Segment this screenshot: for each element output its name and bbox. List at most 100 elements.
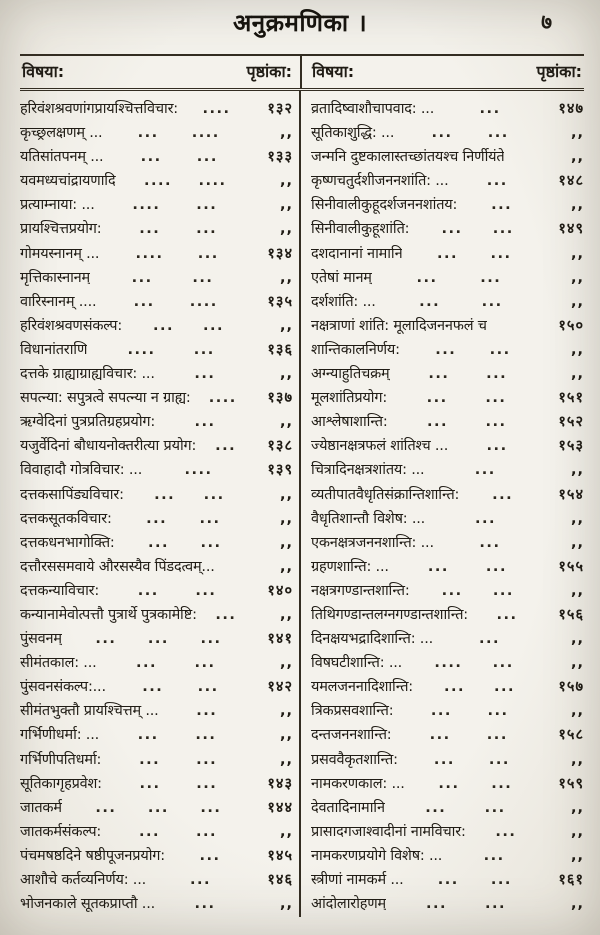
toc-entry: जन्मनि दुष्टकालास्तच्छांतयश्च निर्णीयंते… [311,146,584,170]
entry-title: जन्मनि दुष्टकालास्तच्छांतयश्च निर्णीयंते [311,149,505,166]
entry-title: भोजनकाले सूतकप्राप्तौ ... [20,896,156,913]
toc-entry: दत्तके ग्राह्याग्राह्यविचार: ......,, [20,363,293,387]
entry-page-number: ,, [279,414,293,431]
toc-entry: नक्षत्राणां शांति: मूलादिजननफलं च १५० [311,315,584,339]
leader-dots: ...... [433,751,510,768]
toc-entry: दिनक्षयभद्रादिशान्ति: ......,, [311,628,584,652]
entry-page-number: ,, [279,558,293,575]
entry-title: सिनीवालीकुहूशांति: [311,221,410,238]
entry-page-number: १४२ [267,679,293,696]
entry-page-number: ,, [279,197,293,214]
entry-page-number: ,, [570,823,584,840]
toc-entry: विषघटीशान्ति: ..........,, [311,652,584,676]
toc-header-right: विषया: पृष्ठांका: [302,56,584,88]
toc-entry: आशौचे कर्तव्यनिर्णय: ...... १४६ [20,869,293,893]
leader-dots: ...... [436,245,512,262]
entry-title: सूतिकागृहप्रवेश: [20,775,102,792]
leader-dots: ...... [431,125,509,142]
entry-title: दत्तौरससमवाये औरसस्यैव पिंडदत्वम्... [20,558,215,575]
leader-dots: ... [196,703,218,720]
leader-dots: ... [491,197,513,214]
entry-title: मूलशांतिप्रयोग: [311,390,388,407]
entry-title: गर्भिणीपतिधर्मा: [20,751,102,768]
toc-entry: त्रिकप्रसवशान्ति:......,, [311,700,584,724]
entry-title: विधानांतराणि [20,341,88,358]
leader-dots: ... [496,606,518,623]
toc-header-row: विषया: पृष्ठांका: विषया: पृष्ठांका: [20,54,584,91]
entry-title: नक्षत्रगण्डान्तशान्ति: [311,582,410,599]
toc-entry: प्रायश्चित्तप्रयोग:......,, [20,218,293,242]
entry-page-number: १५९ [558,775,584,792]
entry-title: पुंसवनसंकल्प:... [20,679,106,696]
entry-title: स्त्रीणां नामकर्म ... [311,872,404,888]
entry-page-number: ,, [279,727,293,744]
toc-entry: गर्भिणीपतिधर्मा:......,, [20,749,293,773]
entry-page-number: ,, [570,799,584,816]
entry-page-number: १५१ [558,390,584,407]
entry-title: प्रसववैकृतशान्ति: [311,751,398,768]
entry-title: दिनक्षयभद्रादिशान्ति: ... [311,631,434,648]
leader-dots: ...... [437,872,512,888]
entry-page-number: ,, [279,486,293,503]
entry-title: विवाहादौ गोत्रविचार: ... [20,462,143,479]
entry-page-number: ,, [570,293,584,310]
leader-dots: ...... [427,558,507,575]
entry-title: दशदानानां नामानि [311,245,403,262]
entry-title: हरिवंशश्रवणांगप्रायश्चित्तविचार: [20,101,178,117]
entry-page-number: ,, [279,510,293,527]
leader-dots: ... [474,462,496,479]
toc-body: हरिवंशश्रवणांगप्रायश्चित्तविचार:.... १३२ क… [20,91,584,918]
leader-dots: ... [475,510,497,527]
entry-page-number: ,, [279,534,293,551]
entry-page-number: ,, [279,125,293,142]
entry-page-number: १४७ [558,101,584,117]
leader-dots: ...... [425,896,507,913]
leader-dots: ...... [139,823,218,840]
entry-page-number: ,, [570,462,584,479]
entry-page-number: ,, [570,245,584,262]
leader-dots: ... [194,366,216,383]
leader-dots: ...... [435,341,511,358]
entry-page-number: ,, [279,317,293,334]
entry-title: व्रतादिष्वाशौचापवाद: ... [311,101,435,117]
entry-title: सीमंतभुक्तौ प्रायश्चित्तम् ... [20,703,159,720]
toc-entry: प्रासादगजाश्वादीनां नामविचार:...,, [311,821,584,845]
toc-entry: सपत्न्या: सपुत्रत्वे सपत्न्या न ग्राह्य:… [20,387,293,411]
entry-title: दत्तकसूतकविचार: [20,510,112,527]
leader-dots: ... [483,847,505,864]
toc-entry: पुंसवनम्......... १४१ [20,628,293,652]
entry-page-number: ,, [279,655,293,672]
entry-page-number: १४३ [267,775,293,792]
entry-page-number: ,, [279,703,293,720]
entry-page-number: १४४ [267,799,293,816]
entry-page-number: ,, [279,896,293,913]
entry-title: दत्तकन्याविचार: [20,582,100,599]
entry-page-number: १३३ [267,149,293,166]
entry-title: दन्तजननशान्ति: [311,727,392,744]
toc-entry: व्यतीपातवैधृतिसंक्रान्तिशान्ति:... १५४ [311,484,584,508]
entry-title: व्यतीपातवैधृतिसंक्रान्तिशान्ति: [311,486,460,503]
pageno-header: पृष्ठांका: [536,62,583,81]
leader-dots: ...... [152,317,224,334]
leader-dots: ... [486,173,508,190]
toc-entry: दन्तजननशान्ति:...... १५८ [311,724,584,748]
toc-entry: सूतिकागृहप्रवेश:...... १४३ [20,773,293,797]
entry-page-number: ,, [570,847,584,864]
leader-dots: ......... [95,799,222,816]
toc-entry: सिनीवालीकुहूदर्शजननशांतय:...,, [311,194,584,218]
toc-entry: ऋग्वेदिनां पुत्रप्रतिग्रहप्रयोग:...,, [20,411,293,435]
leader-dots: ... [194,896,216,913]
entry-page-number: १३७ [267,390,293,407]
entry-page-number: १४० [267,582,293,599]
toc-entry: भोजनकाले सूतकप्राप्तौ ......,, [20,893,293,917]
entry-page-number: १४१ [267,631,293,648]
leader-dots: ... [215,438,237,455]
leader-dots: ....... [137,125,220,142]
toc-entry: चित्रादिनक्षत्रशांतय: ......,, [311,459,584,483]
toc-entry: जातकर्म......... १४४ [20,797,293,821]
entry-title: प्रायश्चित्तप्रयोग: [20,221,102,238]
toc-table: विषया: पृष्ठांका: विषया: पृष्ठांका: हरिव… [20,54,584,918]
toc-entry: मूलशांतिप्रयोग:...... १५१ [311,387,584,411]
leader-dots: ....... [135,245,219,262]
